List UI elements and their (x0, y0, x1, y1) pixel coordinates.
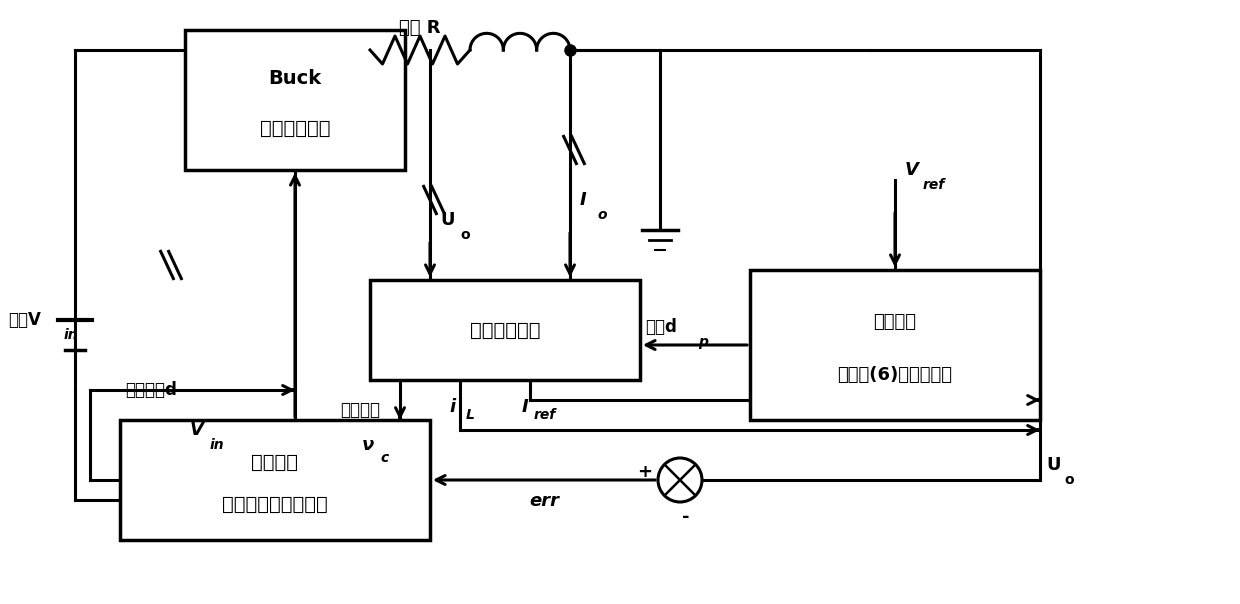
Text: 采用修正的目标函数: 采用修正的目标函数 (222, 495, 327, 513)
Text: err: err (529, 492, 559, 510)
Text: ν: ν (362, 436, 374, 454)
Text: 实际控制d: 实际控制d (125, 381, 177, 399)
Text: o: o (460, 228, 470, 242)
Text: in: in (210, 438, 224, 452)
Text: o: o (1064, 473, 1074, 487)
Text: i: i (449, 398, 455, 416)
Text: p: p (698, 335, 708, 349)
Text: in: in (64, 328, 78, 342)
Bar (120, 420, 430, 540)
Bar (750, 270, 1040, 420)
Text: +: + (637, 463, 652, 481)
Text: 预测d: 预测d (645, 318, 677, 336)
Text: 输入V: 输入V (7, 311, 41, 329)
Text: V: V (190, 421, 203, 439)
Text: I: I (580, 191, 587, 209)
Text: ref: ref (534, 408, 556, 422)
Text: c: c (379, 451, 388, 465)
Text: 预测控制: 预测控制 (873, 313, 916, 332)
Text: 负载 R: 负载 R (399, 19, 440, 37)
Text: -: - (682, 508, 689, 526)
Text: U: U (440, 211, 455, 229)
Text: L: L (465, 408, 475, 422)
Text: 实际控制: 实际控制 (252, 452, 299, 472)
Text: U: U (1047, 456, 1060, 474)
Text: 采用式(6)的目标函数: 采用式(6)的目标函数 (837, 366, 952, 384)
Text: 预测输出: 预测输出 (340, 401, 379, 419)
Text: 变换器主电路: 变换器主电路 (259, 118, 330, 138)
Text: o: o (596, 208, 606, 222)
Text: 简化离散模型: 简化离散模型 (470, 321, 541, 339)
Text: Buck: Buck (268, 69, 321, 89)
Text: I: I (522, 398, 528, 416)
Text: V: V (905, 161, 919, 179)
Bar (370, 280, 640, 380)
Bar (185, 30, 405, 170)
Text: ref: ref (923, 178, 945, 192)
